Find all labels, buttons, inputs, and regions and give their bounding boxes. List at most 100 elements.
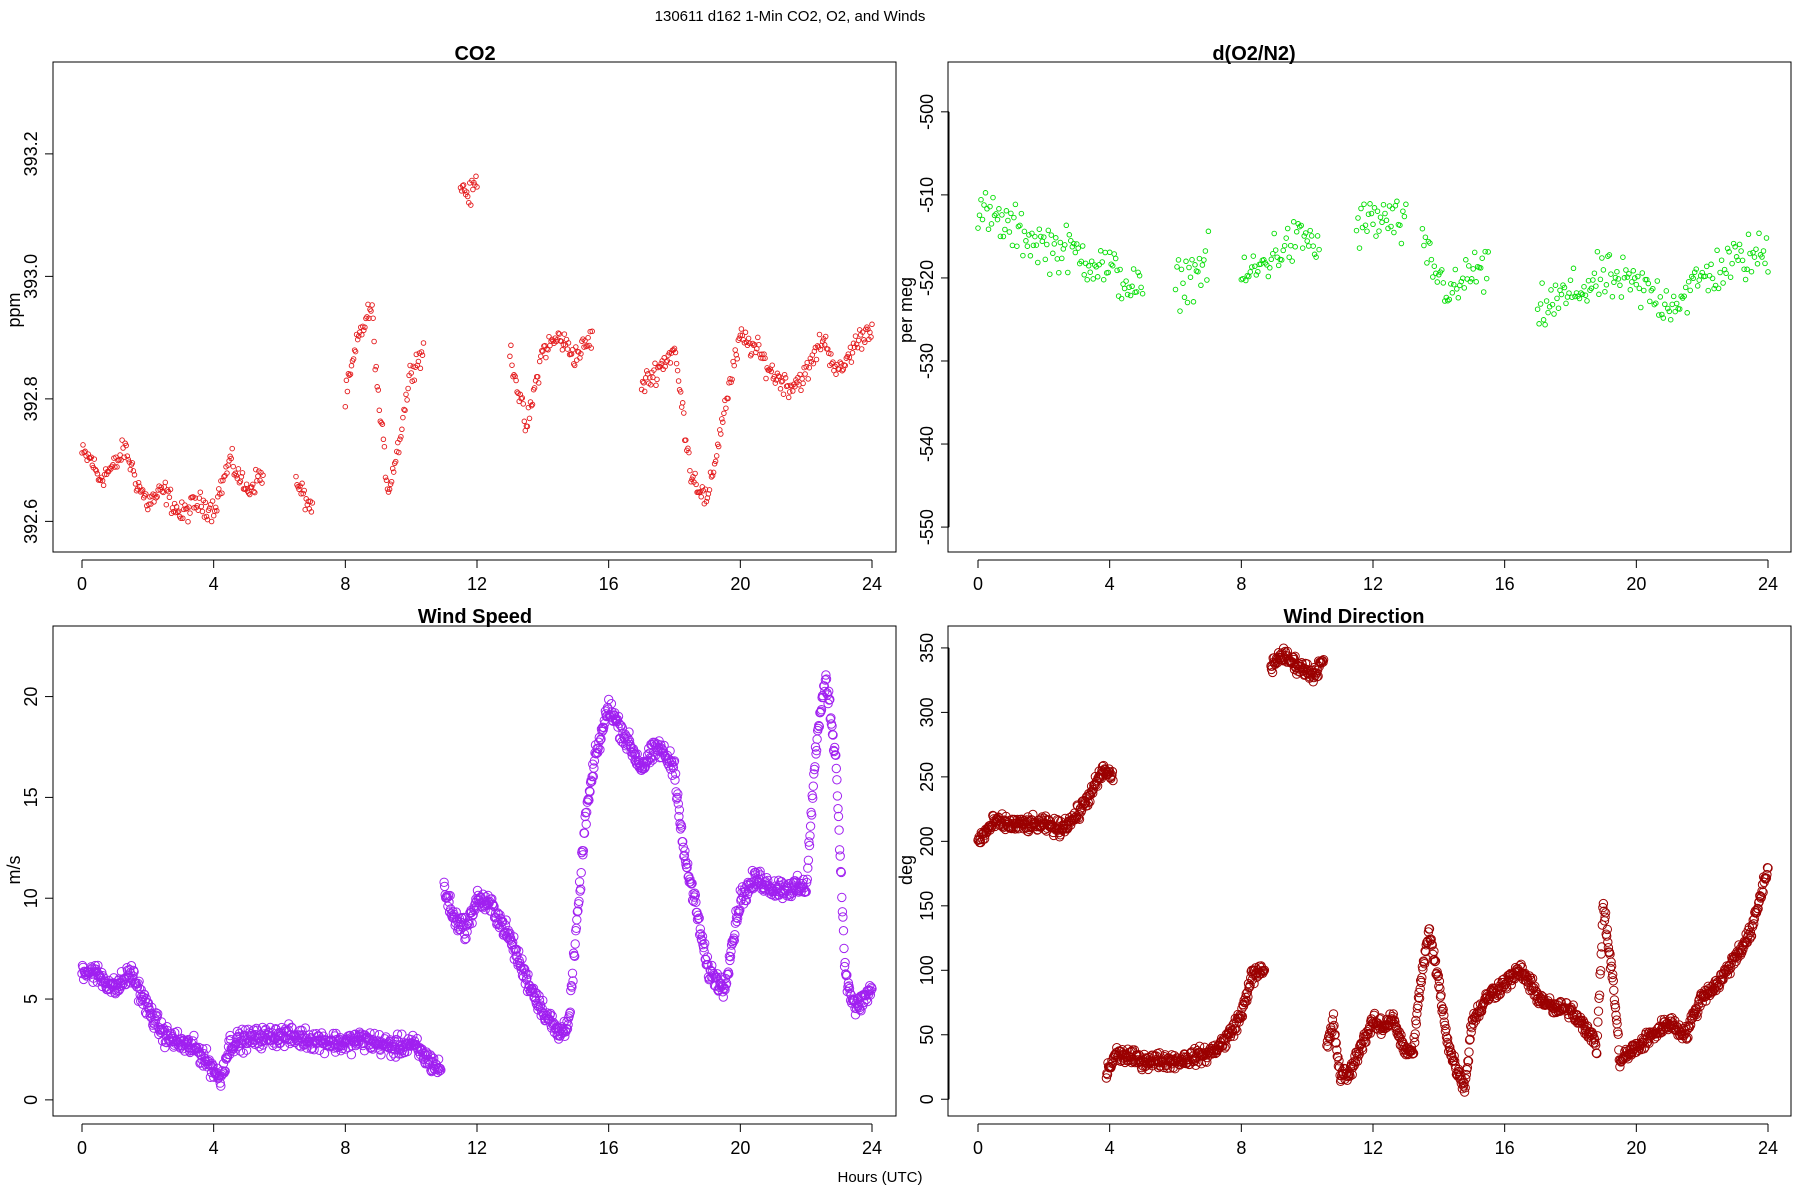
wind-speed-point (546, 1023, 557, 1033)
wind-direction-point (1609, 995, 1620, 1005)
co2-point (114, 464, 120, 470)
wind-direction-ylabel: deg (896, 855, 916, 885)
wind-speed-y-axis: 0 5 10 15 20 (21, 687, 54, 1105)
o2-point (1002, 226, 1008, 233)
wind-speed-point (805, 831, 815, 841)
wind-speed-point (701, 954, 711, 965)
co2-point (93, 468, 100, 474)
o2-point (1012, 201, 1019, 208)
o2-y-tick-label: -550 (917, 509, 937, 545)
co2-point (342, 403, 349, 410)
wind-direction-point (1474, 1011, 1484, 1022)
wind-speed-point (680, 846, 690, 856)
o2-point (1047, 271, 1053, 277)
co2-point (418, 349, 425, 355)
co2-point (260, 472, 266, 478)
wind-speed-point (478, 889, 488, 899)
co2-point (92, 466, 99, 473)
wind-speed-point (436, 1065, 446, 1075)
o2-point (1246, 273, 1252, 280)
wind-speed-point (695, 930, 705, 940)
wind-speed-point (346, 1050, 357, 1060)
co2-point (362, 324, 368, 331)
wind-speed-x-tick-label: 20 (730, 1138, 750, 1158)
o2-point (1027, 253, 1034, 259)
o2-point (1097, 248, 1104, 254)
co2-point (781, 371, 788, 378)
wind-speed-point (670, 775, 680, 785)
o2-point (1205, 228, 1212, 235)
co2-point (545, 347, 551, 353)
wind-direction-point (1684, 1022, 1695, 1033)
o2-point (1036, 226, 1043, 232)
o2-point (1175, 257, 1182, 263)
o2-point (1760, 248, 1767, 254)
wind-speed-point (415, 1043, 425, 1053)
wind-speed-point (461, 933, 471, 944)
o2-title: d(O2/N2) (1212, 43, 1295, 65)
wind-direction-point (1432, 967, 1442, 977)
o2-point (1567, 277, 1574, 283)
o2-point (1621, 275, 1628, 281)
wind-speed-point (838, 912, 848, 922)
co2-point (173, 504, 180, 510)
co2-x-tick-label: 16 (599, 574, 619, 594)
co2-point (844, 353, 851, 360)
o2-point (1720, 280, 1726, 286)
o2-point (1676, 306, 1683, 312)
co2-point (538, 353, 544, 359)
wind-speed-point (696, 929, 706, 939)
o2-point (1380, 201, 1387, 208)
co2-point (846, 354, 853, 360)
co2-point (146, 501, 152, 508)
o2-point (1382, 210, 1388, 217)
wind-speed-point (828, 730, 838, 740)
wind-speed-point (659, 740, 669, 751)
wind-speed-ylabel: m/s (4, 856, 24, 885)
wind-speed-point (821, 670, 831, 680)
o2-point (1615, 276, 1622, 282)
wind-speed-point (196, 1050, 207, 1061)
co2-point (641, 388, 648, 395)
o2-x-tick-label: 20 (1626, 574, 1646, 594)
wind-direction-point (1596, 966, 1606, 976)
o2-point (1078, 258, 1084, 265)
o2-point (1639, 270, 1646, 276)
wind-speed-x-tick-label: 4 (209, 1138, 219, 1158)
o2-point (1585, 277, 1592, 284)
wind-direction-point (1311, 664, 1321, 674)
co2-point (839, 367, 845, 374)
wind-direction-x-tick-label: 4 (1105, 1138, 1115, 1158)
o2-point (1588, 285, 1595, 292)
co2-point (372, 366, 378, 373)
co2-point (679, 400, 686, 406)
wind-direction-point (1582, 1021, 1593, 1031)
wind-direction-point (1352, 1056, 1363, 1067)
wind-direction-point (1434, 981, 1444, 992)
o2-point (1126, 284, 1132, 291)
o2-point (1014, 243, 1020, 249)
wind-speed-point (397, 1029, 407, 1039)
o2-point (1756, 230, 1762, 237)
wind-speed-point (194, 1042, 204, 1053)
wind-speed-point (823, 698, 833, 709)
wind-direction-point (1749, 919, 1759, 929)
o2-point (1714, 247, 1720, 254)
o2-point (1765, 269, 1771, 275)
o2-point (1035, 259, 1041, 266)
co2-point (117, 452, 123, 458)
wind-speed-point (706, 972, 716, 982)
wind-speed-point (509, 932, 519, 942)
wind-direction-point (1329, 1020, 1339, 1031)
co2-point (420, 340, 427, 346)
o2-point (1379, 219, 1385, 226)
co2-point (519, 395, 526, 401)
co2-point (556, 331, 563, 337)
o2-point (1241, 254, 1248, 261)
o2-point (1431, 263, 1438, 269)
o2-point (1638, 304, 1644, 311)
wind-direction-point (1599, 906, 1609, 916)
wind-speed-point (820, 675, 831, 685)
o2-point (1082, 260, 1089, 267)
o2-point (1253, 272, 1260, 278)
